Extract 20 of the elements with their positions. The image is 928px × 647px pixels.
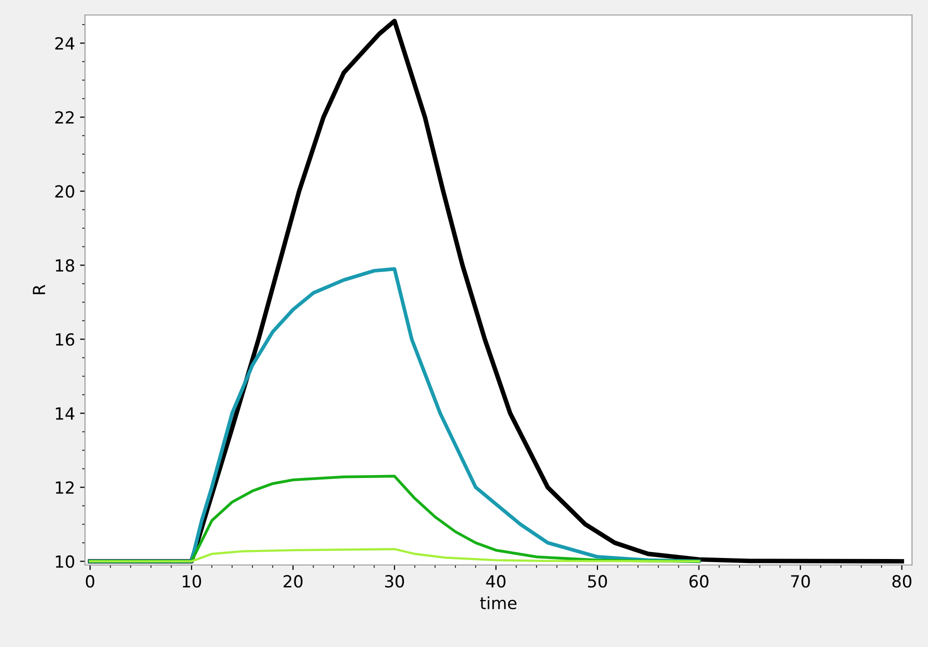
x-tick-label: 10 — [182, 575, 202, 588]
y-tick-label: 22 — [55, 111, 74, 124]
x-tick-label: 40 — [486, 575, 506, 588]
y-tick-label: 16 — [56, 333, 74, 346]
x-tick-label: 20 — [284, 575, 303, 588]
y-tick-label: 14 — [56, 407, 74, 420]
y-tick-label: 20 — [55, 185, 74, 198]
x-tick-label: 50 — [588, 575, 607, 588]
y-axis-title: R — [32, 284, 46, 294]
x-axis-title: time — [480, 596, 516, 610]
x-tick-label: 0 — [86, 575, 94, 588]
y-tick-label: 12 — [56, 481, 74, 494]
x-tick-label: 30 — [385, 575, 404, 588]
x-tick-label: 60 — [689, 575, 708, 588]
x-tick-label: 70 — [791, 575, 810, 588]
y-tick-label: 18 — [56, 259, 74, 272]
y-tick-label: 10 — [56, 555, 74, 568]
line-series — [88, 548, 700, 562]
x-tick-label: 80 — [892, 575, 912, 588]
y-tick-label: 24 — [55, 37, 74, 50]
